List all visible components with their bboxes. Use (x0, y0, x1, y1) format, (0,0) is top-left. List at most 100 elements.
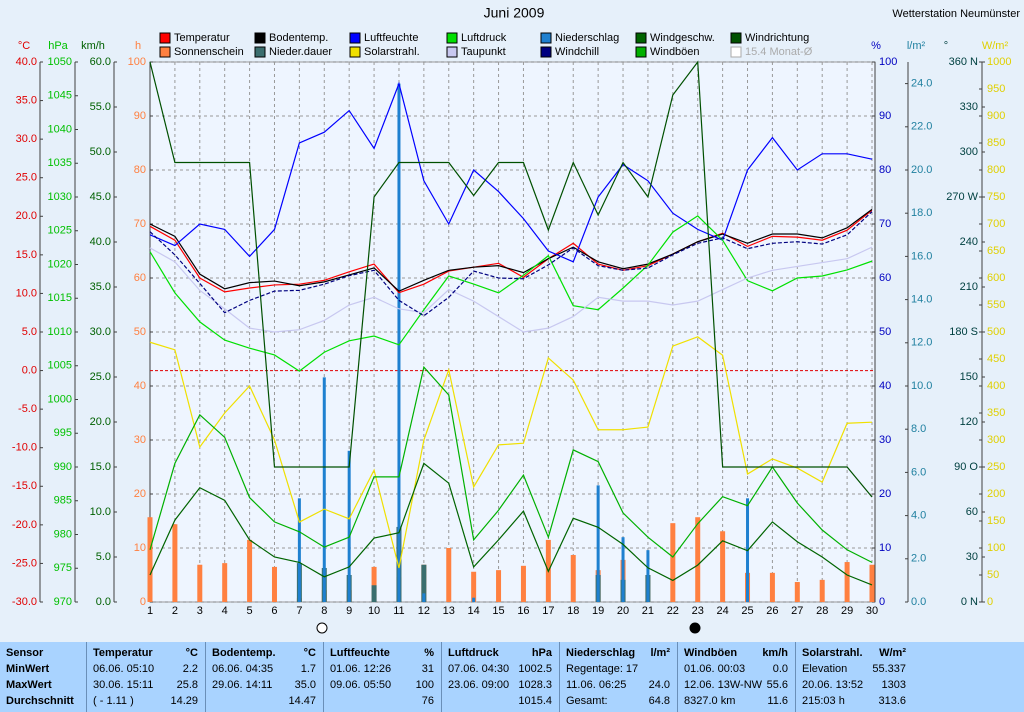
series-line (149, 208, 873, 292)
y-tick-label: -10.0 (12, 442, 37, 454)
y-tick-label: 35.0 (90, 281, 111, 293)
table-column: Luftdruck hPa 07.06. 04:30 1002.5 23.06. 09:… (441, 642, 560, 712)
legend-swatch (540, 46, 552, 58)
legend-label: Bodentemp. (269, 32, 328, 44)
x-tick-label: 18 (567, 605, 579, 617)
y-tick-label: 600 (987, 272, 1005, 284)
y-tick-label: 24.0 (911, 78, 932, 90)
chart-title: Juni 2009 (484, 5, 545, 21)
bar (347, 450, 351, 602)
bar (172, 524, 178, 602)
y-tick-label: 50 (134, 326, 146, 338)
cell-value: 1028.3 (518, 679, 552, 691)
column-header: Luftfeuchte (330, 647, 390, 659)
y-tick-label: 22.0 (911, 121, 932, 133)
series-line (149, 209, 873, 294)
x-tick-label: 3 (197, 605, 203, 617)
column-header: Solarstrahl. (802, 647, 863, 659)
y-tick-label: 40.0 (90, 236, 111, 248)
cell-value: 1303 (881, 679, 906, 691)
y-tick-label: 1020 (48, 258, 72, 270)
y-tick-label: 30 (966, 551, 978, 563)
x-tick-label: 22 (667, 605, 679, 617)
bar (720, 531, 726, 602)
x-tick-label: 17 (542, 605, 554, 617)
y-tick-label: 200 (987, 488, 1005, 500)
x-tick-label: 13 (443, 605, 455, 617)
y-tick-label: 400 (987, 380, 1005, 392)
cell-value: 64.8 (648, 695, 670, 707)
column-unit: °C (303, 647, 316, 659)
y-tick-label: 360 N (949, 56, 978, 68)
y-tick-label: 330 (960, 101, 978, 113)
x-tick-label: 24 (716, 605, 728, 617)
cell-label: 215:03 h (802, 695, 845, 707)
cell-value: 0.0 (772, 663, 788, 675)
legend-swatch (540, 32, 552, 44)
cell-value: 76 (421, 695, 434, 707)
y-tick-label: 20.0 (16, 210, 37, 222)
y-tick-label: 6.0 (911, 466, 926, 478)
legend-label: Windböen (650, 46, 700, 58)
y-tick-label: 1005 (48, 360, 72, 372)
series-line (149, 365, 873, 563)
axis-unit: % (871, 40, 881, 52)
column-unit: l/m² (650, 647, 670, 659)
bar (271, 566, 277, 602)
y-tick-label: 270 W (946, 191, 978, 203)
table-column: Sensor MinWert MaxWert Durchschnitt (0, 642, 86, 712)
bar (472, 597, 476, 602)
y-tick-label: 25.0 (16, 172, 37, 184)
y-tick-label: 100 (128, 56, 146, 68)
y-tick-label: 20 (134, 488, 146, 500)
x-tick-label: 20 (617, 605, 629, 617)
y-tick-label: 50 (879, 326, 891, 338)
y-tick-label: 1025 (48, 225, 72, 237)
y-tick-label: 0.0 (911, 596, 926, 608)
bar (371, 585, 377, 602)
y-tick-label: 70 (134, 218, 146, 230)
axis-unit: °C (18, 40, 30, 52)
x-tick-label: 2 (172, 605, 178, 617)
cell-label: 11.06. 06:25 (566, 679, 627, 691)
x-tick-label: 1 (147, 605, 153, 617)
column-unit: hPa (531, 647, 552, 659)
bar (471, 571, 477, 602)
cell-label: Regentage: 17 (566, 663, 639, 675)
y-tick-label: 1030 (48, 191, 72, 203)
cell-label: 09.06. 05:50 (330, 679, 392, 691)
x-tick-label: 11 (393, 605, 404, 617)
x-tick-label: 6 (271, 605, 277, 617)
y-tick-label: 100 (879, 56, 897, 68)
legend-swatch (730, 32, 742, 44)
y-tick-label: 1040 (48, 123, 72, 135)
cell-value: 100 (415, 679, 434, 691)
y-tick-label: 10 (879, 542, 891, 554)
table-column: Luftfeuchte% 01.06. 12:26 31 09.06. 05:50 10… (323, 642, 442, 712)
y-tick-label: 80 (134, 164, 146, 176)
legend-swatch (635, 32, 647, 44)
y-tick-label: 5.0 (96, 551, 111, 563)
bar (422, 593, 426, 602)
y-tick-label: 90 O (954, 461, 978, 473)
cell-value: 35.0 (294, 679, 316, 691)
bar (421, 564, 427, 602)
cell-value: 313.6 (878, 695, 906, 707)
y-tick-label: -30.0 (12, 596, 37, 608)
legend-label: Temperatur (174, 32, 230, 44)
x-tick-label: 15 (492, 605, 504, 617)
y-tick-label: 995 (54, 427, 72, 439)
x-tick-label: 30 (866, 605, 878, 617)
legend-label: Solarstrahl. (364, 46, 420, 58)
cell-label: 30.06. 15:11 (93, 679, 154, 691)
legend-label: Nieder.dauer (269, 46, 332, 58)
y-tick-label: 1050 (48, 56, 72, 68)
y-tick-label: 15.0 (90, 461, 111, 473)
y-tick-label: 80 (879, 164, 891, 176)
bar (819, 579, 825, 602)
bar (446, 548, 452, 602)
bar (596, 485, 600, 602)
axis-unit: km/h (81, 40, 105, 52)
y-tick-label: -15.0 (12, 480, 37, 492)
